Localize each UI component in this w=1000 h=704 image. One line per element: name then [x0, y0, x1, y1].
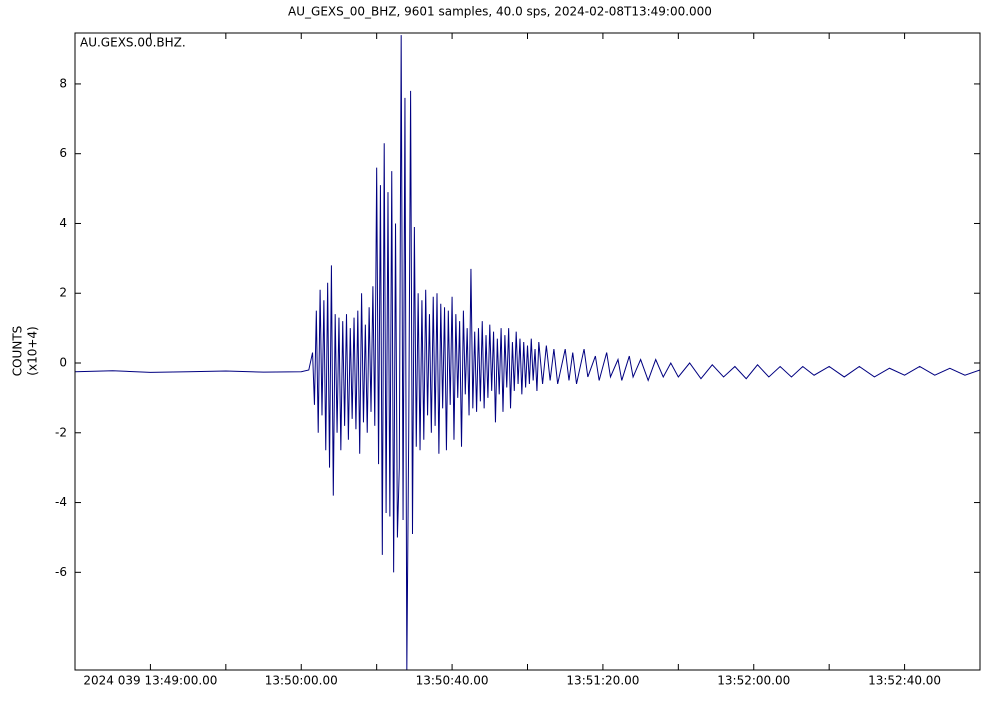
y-tick-label: -4 — [55, 495, 67, 509]
x-tick-label: 13:52:40.00 — [868, 674, 941, 688]
x-tick-label: 13:50:40.00 — [416, 674, 489, 688]
y-axis-unit: (x10+4) — [26, 326, 40, 375]
y-tick-label: 8 — [59, 76, 67, 90]
chart-title: AU_GEXS_00_BHZ, 9601 samples, 40.0 sps, … — [288, 5, 712, 19]
y-axis-label: COUNTS — [11, 326, 25, 377]
y-tick-label: 2 — [59, 286, 67, 300]
waveform — [75, 35, 980, 670]
x-tick-label: 13:51:20.00 — [566, 674, 639, 688]
x-tick-label: 13:50:00.00 — [265, 674, 338, 688]
x-tick-label: 2024 039 13:49:00.00 — [83, 674, 217, 688]
station-annotation: AU.GEXS.00.BHZ. — [80, 36, 186, 50]
x-tick-label: 13:52:00.00 — [717, 674, 790, 688]
y-tick-label: 4 — [59, 216, 67, 230]
y-tick-label: -6 — [55, 565, 67, 579]
y-tick-label: 0 — [59, 356, 67, 370]
y-tick-label: 6 — [59, 146, 67, 160]
plot-frame — [74, 32, 981, 671]
y-tick-label: -2 — [55, 425, 67, 439]
